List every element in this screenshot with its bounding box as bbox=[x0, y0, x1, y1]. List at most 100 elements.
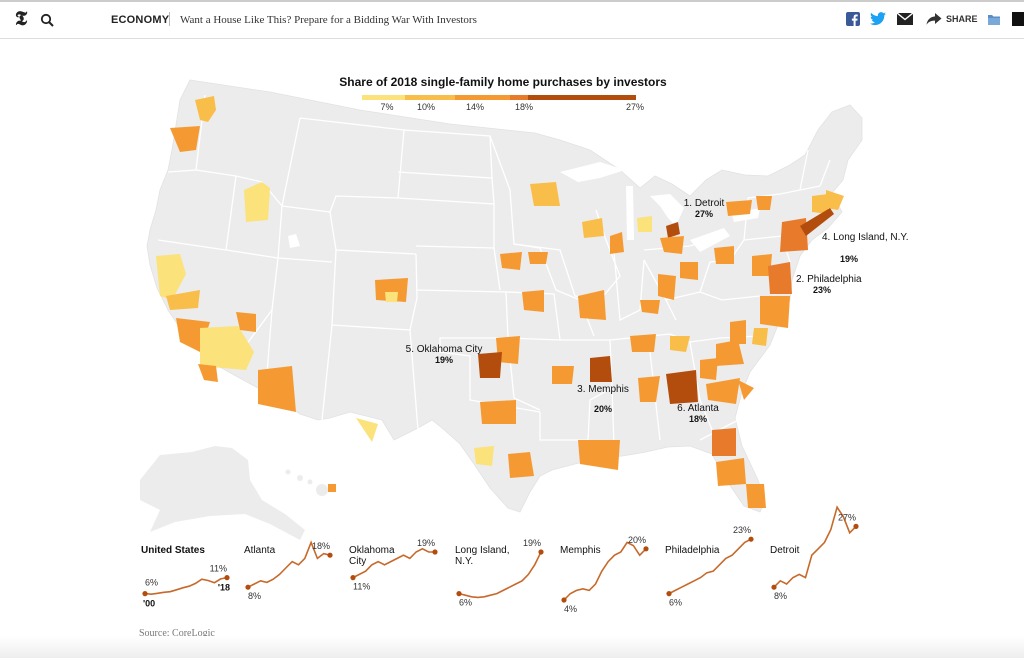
sparkline-end-label: 19% bbox=[523, 538, 541, 548]
metro-salt-lake bbox=[375, 278, 408, 302]
header-divider bbox=[169, 12, 170, 26]
sparkline-end-label: 27% bbox=[838, 512, 856, 522]
top-navigation-bar: 𝕿 ECONOMY Want a House Like This? Prepar… bbox=[0, 0, 1024, 39]
sparkline-start-point bbox=[456, 591, 462, 597]
metro-las-vegas bbox=[236, 312, 256, 332]
sparkline-name: Memphis bbox=[560, 545, 601, 556]
sparkline-panels: United States 6% 11% '00 '18 Atlanta 8% 18% Okla… bbox=[141, 505, 859, 614]
legend-tick: 27% bbox=[626, 102, 644, 112]
metro-norfolk bbox=[752, 328, 768, 346]
section-link[interactable]: ECONOMY bbox=[111, 14, 170, 26]
legend-swatch-5 bbox=[528, 95, 636, 100]
metro-kansas-city bbox=[522, 290, 544, 312]
callout-oklahoma-city-name: 5. Oklahoma City bbox=[406, 344, 483, 355]
share-arrow-icon[interactable] bbox=[926, 11, 942, 27]
sparkline-end-point bbox=[748, 536, 754, 542]
footer-fade bbox=[0, 636, 1024, 658]
callout-oklahoma-city-value: 19% bbox=[435, 355, 453, 365]
metro-boise bbox=[244, 182, 270, 222]
sparkline-start-point bbox=[245, 584, 251, 590]
metro-minneapolis bbox=[530, 182, 560, 206]
callout-long-island-value: 19% bbox=[840, 254, 858, 264]
metro-omaha bbox=[500, 252, 522, 270]
metro-columbus bbox=[680, 262, 698, 280]
metro-charlotte bbox=[716, 340, 744, 366]
sparkline-end-label: 11% bbox=[210, 564, 227, 574]
metro-philadelphia bbox=[768, 262, 792, 294]
sparkline-end-point bbox=[538, 549, 544, 555]
metro-boston bbox=[826, 190, 844, 210]
metro-long-island bbox=[800, 208, 834, 236]
sparkline-end-point bbox=[327, 552, 333, 558]
sparkline-panel: United States 6% 11% '00 '18 bbox=[141, 545, 230, 609]
metro-phoenix bbox=[258, 366, 296, 412]
sparkline-start-label: 6% bbox=[459, 598, 472, 608]
alaska-landmass bbox=[140, 446, 305, 540]
metro-new-york bbox=[780, 218, 808, 252]
metro-des-moines bbox=[528, 252, 548, 264]
metro-richmond bbox=[730, 320, 746, 344]
sparkline-name: Atlanta bbox=[244, 545, 276, 556]
metro-little-rock bbox=[552, 366, 574, 384]
facebook-icon[interactable] bbox=[846, 11, 860, 27]
sparkline-start-year: '00 bbox=[143, 599, 155, 609]
hawaii-islands bbox=[285, 469, 328, 496]
metro-jacksonville bbox=[712, 428, 736, 456]
sparkline-start-label: 6% bbox=[145, 578, 158, 588]
sparkline-end-year: '18 bbox=[218, 583, 230, 593]
metro-oklahoma-city bbox=[478, 352, 502, 378]
rank-callouts: 1. Detroit 27% 2. Philadelphia 23% 3. Me… bbox=[406, 198, 909, 424]
legend-title: Share of 2018 single-family home purchas… bbox=[339, 75, 667, 89]
callout-detroit-value: 27% bbox=[695, 209, 713, 219]
metro-honolulu bbox=[328, 484, 336, 492]
more-icon[interactable] bbox=[1012, 12, 1024, 26]
metro-pittsburgh bbox=[752, 254, 772, 276]
sparkline-panel: Oklahoma City 11% 19% bbox=[349, 538, 438, 592]
sparkline-start-label: 4% bbox=[564, 604, 577, 614]
metro-seattle bbox=[195, 96, 216, 122]
metro-los-angeles bbox=[198, 364, 218, 382]
metro-atlanta bbox=[666, 370, 698, 404]
save-icon[interactable] bbox=[987, 11, 1001, 27]
metro-baltimore-dc bbox=[760, 296, 790, 328]
metro-greenville bbox=[706, 378, 740, 404]
metro-regions bbox=[156, 96, 844, 508]
metro-albuquerque bbox=[356, 418, 378, 442]
metro-tulsa bbox=[496, 336, 520, 364]
sparkline-start-point bbox=[561, 597, 567, 603]
sparkline-start-label: 8% bbox=[774, 591, 787, 601]
sparkline-line bbox=[352, 547, 435, 579]
callout-detroit-name: 1. Detroit bbox=[684, 198, 725, 209]
sparkline-name: United States bbox=[141, 545, 205, 556]
metro-memphis bbox=[590, 356, 612, 382]
article-headline: Want a House Like This? Prepare for a Bi… bbox=[180, 14, 477, 26]
share-button[interactable]: SHARE bbox=[946, 14, 978, 24]
sparkline-end-point bbox=[643, 546, 649, 552]
sparkline-start-point bbox=[350, 575, 356, 581]
search-icon[interactable] bbox=[40, 13, 54, 27]
callout-philadelphia-value: 23% bbox=[813, 285, 831, 295]
metro-dallas bbox=[480, 400, 516, 424]
legend-tick: 14% bbox=[466, 102, 484, 112]
twitter-icon[interactable] bbox=[870, 11, 886, 27]
metro-houston bbox=[508, 452, 534, 478]
metro-salt-lake-inner bbox=[385, 292, 398, 302]
sparkline-name: Oklahoma City bbox=[349, 545, 395, 567]
nyt-logo-icon[interactable]: 𝕿 bbox=[14, 8, 28, 30]
metro-albany bbox=[812, 194, 828, 214]
legend-swatch-1 bbox=[362, 95, 405, 100]
metro-milwaukee bbox=[582, 218, 604, 238]
sparkline-line bbox=[668, 538, 752, 595]
sparkline-end-label: 19% bbox=[417, 538, 435, 548]
email-icon[interactable] bbox=[897, 13, 913, 25]
callout-memphis-name: 3. Memphis bbox=[577, 384, 629, 395]
sparkline-end-point bbox=[853, 523, 859, 530]
sparkline-name: Philadelphia bbox=[665, 545, 720, 556]
callout-atlanta-value: 18% bbox=[689, 414, 707, 424]
sparkline-line bbox=[563, 541, 647, 601]
sparkline-end-point bbox=[224, 575, 230, 581]
metro-sacramento bbox=[156, 254, 186, 300]
metro-birmingham bbox=[638, 376, 660, 402]
metro-austin bbox=[474, 446, 494, 466]
metro-rochester bbox=[756, 196, 772, 210]
